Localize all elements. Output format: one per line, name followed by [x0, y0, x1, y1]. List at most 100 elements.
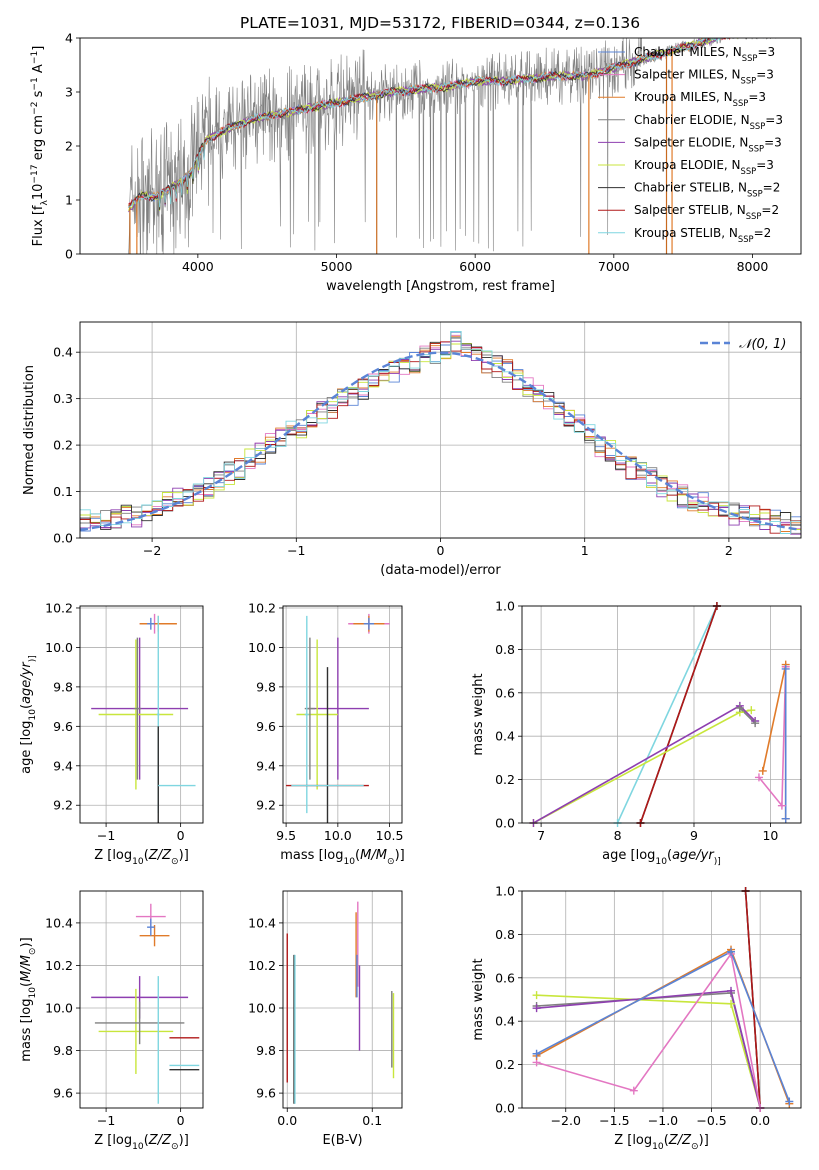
x-tick-label: 0.0	[277, 1113, 297, 1128]
y-tick-label: 1.0	[495, 599, 515, 614]
legend-label-part: Kroupa STELIB, N	[634, 226, 738, 240]
y-axis-label-part: −2	[30, 102, 40, 115]
y-tick-label: 0.2	[495, 772, 515, 787]
y-tick-label: 0.0	[495, 1101, 515, 1116]
y-tick-label: 0.0	[495, 816, 515, 831]
x-axis-label-part: (	[144, 1133, 149, 1148]
x-tick-label: 0	[177, 1113, 185, 1128]
legend-label-part: Kroupa MILES, N	[634, 90, 733, 104]
weight-line	[536, 992, 761, 1108]
legend-label-part: SSP	[738, 234, 754, 244]
x-axis-label-part: 10	[132, 857, 144, 867]
legend-label: Salpeter ELODIE, NSSP=3	[634, 135, 782, 153]
x-axis-label-part: age [log	[602, 848, 655, 863]
y-axis-label-part: erg cm	[31, 115, 46, 164]
chart-weight-vs-Z: −2.0 −1.5 −1.0 −0.5 0.0 0.0 0.2 0.4 0.6 0.8 1.0 Z […	[471, 884, 802, 1152]
weight-marker	[727, 999, 736, 1008]
x-axis-label-part: )]	[699, 1133, 709, 1148]
x-tick-label: 0.0	[750, 1113, 770, 1128]
plot-frame	[521, 890, 802, 1109]
x-axis-label: Z [log10(Z/Z⊙)]	[94, 848, 189, 867]
legend-label: Salpeter MILES, NSSP=3	[634, 68, 774, 86]
weight-marker	[758, 766, 767, 775]
y-tick-label: 9.6	[256, 1086, 276, 1101]
legend-label: Chabrier MILES, NSSP=3	[634, 45, 775, 63]
plot-frame	[282, 890, 403, 1109]
y-tick-label: 0.2	[53, 438, 73, 453]
x-tick-label: 7000	[598, 259, 630, 274]
x-tick-label: −1.0	[648, 1113, 678, 1128]
y-tick-label: 0.6	[495, 970, 515, 985]
plot-area	[286, 613, 390, 823]
legend-label-part: Chabrier MILES, N	[634, 45, 742, 59]
x-axis-label: Z [log10(Z/Z⊙)]	[94, 1133, 189, 1152]
legend-label-part: =3	[756, 158, 774, 172]
y-tick-label: 2	[65, 139, 73, 154]
x-axis-label-part: )]	[179, 1133, 189, 1148]
x-tick-label: 4000	[182, 259, 214, 274]
y-tick-label: 9.8	[53, 1043, 73, 1058]
x-tick-label: 0	[177, 828, 185, 843]
x-tick-label: 10	[762, 828, 778, 843]
plot-frame	[79, 605, 204, 824]
legend-label-part: SSP	[750, 121, 766, 131]
y-axis-label-part: Flux [f	[31, 205, 46, 246]
legend-label-part: =3	[764, 135, 782, 149]
plot-area	[91, 613, 196, 823]
x-axis-label-part: ⊙	[387, 857, 395, 867]
weight-line	[536, 951, 761, 1108]
y-tick-label: 10.0	[248, 640, 276, 655]
y-axis-label-part: 10	[28, 709, 38, 721]
y-tick-label: 9.8	[256, 679, 276, 694]
weight-marker	[532, 1049, 541, 1058]
x-tick-label: 2	[725, 543, 733, 558]
legend-label-part: Salpeter STELIB, N	[634, 203, 746, 217]
legend-label-part: Salpeter MILES, N	[634, 68, 741, 82]
chart-mass-vs-EBV: 0.0 0.1 9.6 9.8 10.0 10.2 10.4 E(B-V)	[248, 890, 403, 1148]
y-tick-label: 1	[65, 193, 73, 208]
x-axis-label-part: Z/Z	[148, 848, 172, 863]
y-tick-label: 3	[65, 85, 73, 100]
x-tick-label: −1	[287, 543, 305, 558]
y-tick-label: 0	[65, 247, 73, 262]
model-spectrum	[128, 38, 737, 210]
y-tick-label: 0.1	[53, 484, 73, 499]
legend-label-part: SSP	[746, 211, 762, 221]
y-axis-label-part: −1	[30, 51, 40, 64]
x-axis-label: E(B-V)	[322, 1133, 362, 1148]
y-axis-label-part: s	[31, 90, 46, 101]
plot-area	[128, 38, 778, 254]
residual-histogram	[80, 341, 801, 534]
y-tick-label: 0.2	[495, 1057, 515, 1072]
weight-line	[616, 606, 718, 823]
weight-line	[536, 989, 761, 1108]
plot-frame	[79, 37, 802, 255]
x-axis-label-part: Z/Z	[148, 1133, 172, 1148]
x-axis-label: mass [log10(M/M⊙)]	[280, 848, 404, 867]
y-tick-label: 0.4	[53, 345, 73, 360]
y-axis-label-part: )]	[28, 655, 38, 662]
y-tick-label: 9.2	[53, 798, 73, 813]
x-axis-label-part: )]	[179, 848, 189, 863]
x-axis-label-part: 10	[132, 1142, 144, 1152]
plot-area	[286, 901, 395, 1104]
y-axis-label-part: 10	[31, 184, 46, 201]
legend-label-part: =3	[748, 90, 766, 104]
x-tick-label: 7	[537, 828, 545, 843]
legend-label-part: Kroupa ELODIE, N	[634, 158, 741, 172]
x-tick-label: 0.1	[362, 1113, 382, 1128]
legend-label: Chabrier ELODIE, NSSP=3	[634, 113, 783, 131]
x-axis-label-part: )]	[395, 848, 405, 863]
y-axis-label-part: λ	[40, 200, 50, 206]
x-axis-label-part: 10	[343, 857, 355, 867]
x-tick-label: 8000	[737, 259, 769, 274]
y-tick-label: 0.8	[495, 642, 515, 657]
y-axis-label-part: A	[31, 64, 46, 77]
x-axis-label: wavelength [Angstrom, rest frame]	[326, 279, 555, 294]
x-tick-label: 10.0	[324, 828, 352, 843]
y-axis-label: age [log10(age/yr)]	[19, 655, 38, 774]
weight-marker	[754, 773, 763, 782]
